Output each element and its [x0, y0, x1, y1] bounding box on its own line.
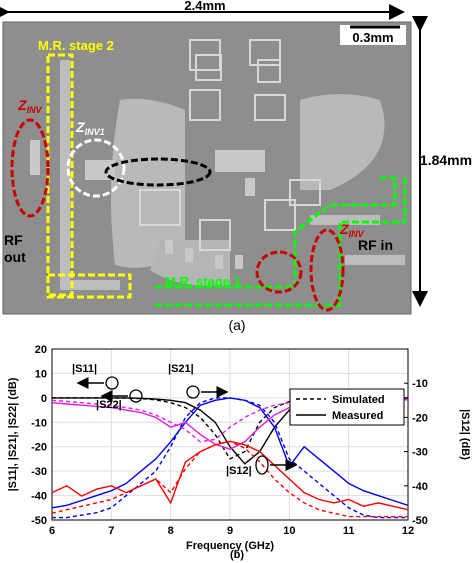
y-tick-label: 20	[35, 344, 47, 356]
annotation: |S11|	[72, 363, 97, 375]
caption-a: (a)	[228, 317, 245, 333]
annotation: |S22|	[96, 399, 122, 411]
series-line	[52, 397, 408, 519]
stage2-label: M.R. stage 2	[38, 38, 114, 53]
x-tick-label: 12	[402, 525, 414, 537]
annotation-circle	[255, 455, 269, 475]
x-axis-label: Frequency (GHz)	[186, 540, 274, 552]
annotation-circle	[129, 389, 143, 403]
y2-tick-label: -20	[412, 412, 428, 424]
width-label: 2.4mm	[184, 0, 225, 13]
zinv-right: ZINV	[339, 221, 365, 239]
rf-out: out	[4, 249, 26, 265]
x-tick-label: 11	[343, 525, 355, 537]
zinv-main: Z	[75, 119, 85, 135]
y-tick-label: 10	[35, 368, 47, 380]
rf-out: RF	[4, 232, 23, 248]
zinv-sub: INV	[27, 105, 43, 115]
legend-label: Simulated	[332, 394, 385, 406]
y-tick-label: -40	[31, 491, 47, 503]
y-tick-label: 0	[41, 393, 47, 405]
zinv-sub: INV1	[85, 127, 105, 137]
series-line	[52, 440, 408, 511]
zinv-sub: INV	[349, 229, 365, 239]
x-tick-label: 8	[168, 525, 174, 537]
y-tick-label: -30	[31, 466, 47, 478]
zinv1-label: ZINV1	[75, 119, 105, 137]
y-tick-label: -10	[31, 417, 47, 429]
die-photo	[2, 21, 412, 315]
annotation: |S12|	[226, 465, 252, 477]
x-tick-label: 10	[283, 525, 295, 537]
zinv-left: ZINV	[17, 97, 43, 115]
y2-tick-label: -40	[412, 481, 428, 493]
caption-b: (b)	[230, 549, 244, 561]
y-axis-label: |S11|, |S21|, |S22| (dB)	[7, 377, 19, 491]
scale-label: 0.3mm	[352, 30, 393, 45]
y2-tick-label: -10	[412, 378, 428, 390]
stage1-label: M.R. stage 1	[165, 274, 241, 289]
rf-in: RF in	[358, 237, 393, 253]
y2-axis-label: |S12| (dB)	[459, 409, 471, 460]
zinv-main: Z	[17, 97, 27, 113]
annotation: |S21|	[168, 363, 194, 375]
annotation-circle	[105, 376, 119, 390]
x-tick-label: 7	[108, 525, 114, 537]
legend-box	[289, 388, 405, 426]
x-tick-label: 9	[227, 525, 233, 537]
chart: 6 7 8 9 10 11 12-50-40-30-20-1001020-50-40-30-…	[7, 344, 471, 561]
series-line	[52, 397, 408, 509]
zinv-main: Z	[339, 221, 349, 237]
y2-tick-label: -50	[412, 515, 428, 527]
annotation-circle	[186, 385, 200, 399]
y-tick-label: -20	[31, 442, 47, 454]
x-tick-label: 6	[49, 525, 55, 537]
plot-frame	[51, 348, 409, 521]
y-tick-label: -50	[31, 515, 47, 527]
height-label: 1.84mm	[420, 152, 472, 168]
y2-tick-label: -30	[412, 447, 428, 459]
legend-label: Measured	[332, 410, 383, 422]
